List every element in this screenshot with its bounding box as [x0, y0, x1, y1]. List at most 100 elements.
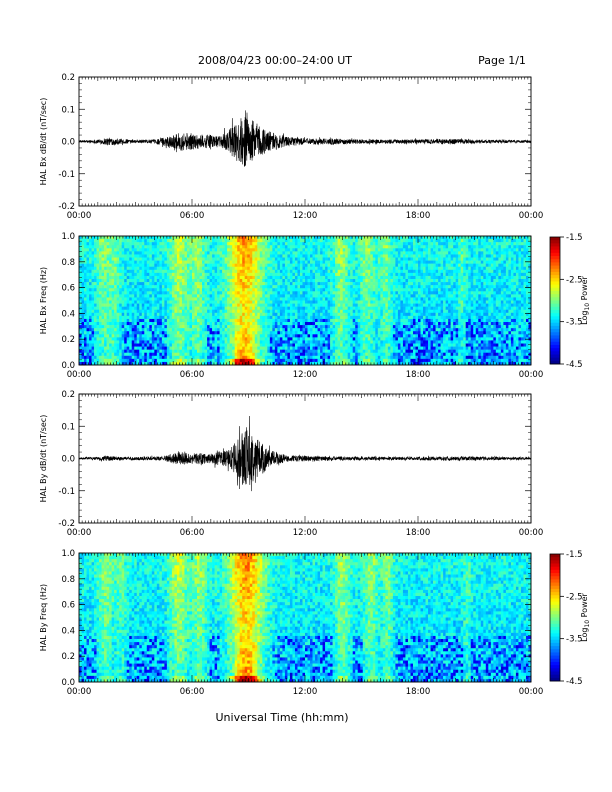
spectrogram-cell [237, 242, 241, 246]
spectrogram-cell [149, 331, 153, 335]
spectrogram-cell [84, 263, 87, 268]
spectrogram-cell [214, 318, 218, 323]
spectrogram-cell [249, 242, 253, 246]
spectrogram-cell [111, 266, 115, 271]
spectrogram-cell [297, 245, 301, 249]
spectrogram-cell [262, 358, 266, 363]
spectrogram-cell [116, 334, 120, 338]
spectrogram-cell [197, 297, 200, 301]
spectrogram-cell [124, 282, 128, 286]
spectrogram-cell [192, 291, 195, 295]
spectrogram-cell [164, 263, 168, 268]
spectrogram-cell [355, 248, 359, 252]
spectrogram-cell [332, 355, 336, 360]
spectrogram-cell [297, 291, 301, 295]
spectrogram-cell [159, 282, 163, 286]
spectrogram-cell [297, 337, 301, 341]
spectrogram-cell [89, 272, 92, 277]
spectrogram-cell [232, 251, 235, 255]
spectrogram-cell [239, 337, 243, 341]
spectrogram-cell [229, 266, 233, 271]
spectrogram-cell [317, 236, 321, 240]
spectrogram-cell [84, 337, 87, 341]
spectrogram-cell [151, 337, 155, 341]
spectrogram-cell [232, 306, 235, 311]
spectrogram-cell [305, 282, 308, 286]
spectrogram-cell [307, 242, 311, 246]
spectrogram-cell [116, 272, 120, 277]
spectrogram-cell [330, 257, 333, 261]
spectrogram-cell [159, 318, 163, 323]
spectrogram-cell [111, 355, 115, 360]
spectrogram-cell [330, 315, 333, 320]
spectrogram-cell [330, 358, 333, 363]
spectrogram-cell [322, 272, 326, 277]
spectrogram-cell [289, 294, 293, 298]
spectrogram-cell [194, 263, 198, 268]
spectrogram-cell [229, 315, 233, 320]
spectrogram-cell [204, 309, 208, 314]
spectrogram-cell [136, 355, 140, 360]
spectrogram-cell [186, 331, 190, 335]
spectrogram-cell [229, 340, 233, 344]
spectrogram-cell [229, 279, 233, 283]
spectrogram-cell [282, 269, 286, 274]
spectrogram-cell [106, 315, 110, 320]
spectrogram-cell [166, 254, 170, 258]
spectrogram-cell [86, 272, 90, 277]
spectrogram-cell [124, 239, 128, 243]
spectrogram-cell [244, 285, 248, 289]
spectrogram-cell [116, 325, 120, 329]
spectrogram-cell [159, 263, 163, 268]
spectrogram-cell [232, 337, 235, 341]
spectrogram-cell [199, 282, 203, 286]
spectrogram-cell [310, 269, 313, 274]
spectrogram-cell [335, 254, 338, 258]
spectrogram-cell [214, 291, 218, 295]
spectrogram-cell [352, 263, 356, 268]
spectrogram-cell [299, 309, 303, 314]
spectrogram-cell [139, 236, 143, 240]
spectrogram-cell [119, 325, 122, 329]
spectrogram-cell [297, 248, 301, 252]
spectrogram-cell [109, 254, 112, 258]
spectrogram-cell [134, 349, 138, 354]
spectrogram-cell [272, 340, 276, 344]
spectrogram-cell [207, 285, 210, 289]
spectrogram-cell [104, 266, 107, 271]
spectrogram-cell [212, 275, 215, 280]
spectrogram-cell [320, 334, 323, 338]
spectrogram-cell [214, 322, 218, 326]
spectrogram-cell [106, 282, 110, 286]
spectrogram-cell [227, 294, 230, 298]
spectrogram-cell [317, 303, 321, 307]
spectrogram-cell [141, 309, 145, 314]
spectrogram-cell [222, 263, 225, 268]
spectrogram-cell [146, 239, 150, 243]
spectrogram-cell [86, 239, 90, 243]
spectrogram-cell [96, 239, 100, 243]
spectrogram-cell [222, 266, 225, 271]
spectrogram-cell [126, 331, 130, 335]
spectrogram-cell [310, 297, 313, 301]
spectrogram-cell [289, 245, 293, 249]
spectrogram-cell [310, 352, 313, 357]
spectrogram-cell [242, 297, 246, 301]
spectrogram-cell [247, 269, 251, 274]
spectrogram-cell [229, 236, 233, 240]
spectrogram-cell [337, 291, 341, 295]
spectrogram-cell [176, 318, 180, 323]
spectrogram-cell [184, 279, 188, 283]
spectrogram-cell [119, 251, 122, 255]
spectrogram-cell [119, 236, 122, 240]
spectrogram-cell [234, 328, 238, 332]
spectrogram-cell [269, 291, 273, 295]
spectrogram-cell [99, 358, 102, 363]
spectrogram-cell [274, 349, 278, 354]
spectrogram-cell [242, 315, 246, 320]
spectrogram-cell [96, 275, 100, 280]
spectrogram-cell [101, 361, 105, 366]
spectrogram-cell [124, 303, 128, 307]
spectrogram-cell [227, 300, 230, 304]
spectrogram-cell [129, 257, 133, 261]
